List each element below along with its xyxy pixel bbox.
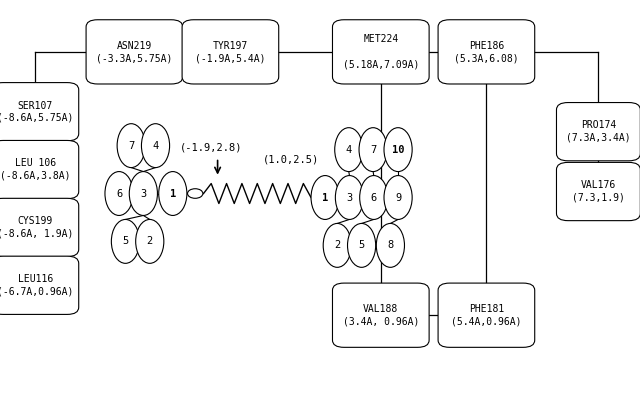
Ellipse shape bbox=[323, 223, 351, 267]
Ellipse shape bbox=[111, 219, 140, 263]
Text: 7: 7 bbox=[370, 144, 376, 155]
Ellipse shape bbox=[376, 223, 404, 267]
FancyBboxPatch shape bbox=[557, 103, 640, 161]
FancyBboxPatch shape bbox=[0, 83, 79, 141]
Ellipse shape bbox=[384, 176, 412, 219]
Text: CYS199
(-8.6A, 1.9A): CYS199 (-8.6A, 1.9A) bbox=[0, 216, 74, 239]
FancyBboxPatch shape bbox=[333, 20, 429, 84]
Text: MET224

(5.18A,7.09A): MET224 (5.18A,7.09A) bbox=[342, 34, 419, 69]
Text: (1.0,2.5): (1.0,2.5) bbox=[263, 154, 319, 165]
Ellipse shape bbox=[136, 219, 164, 263]
FancyBboxPatch shape bbox=[557, 162, 640, 221]
Text: 3: 3 bbox=[346, 192, 353, 203]
Text: 1: 1 bbox=[322, 192, 328, 203]
Text: 9: 9 bbox=[395, 192, 401, 203]
Ellipse shape bbox=[105, 172, 133, 215]
Text: 6: 6 bbox=[371, 192, 377, 203]
Text: 5: 5 bbox=[358, 240, 365, 251]
Ellipse shape bbox=[311, 176, 339, 219]
FancyBboxPatch shape bbox=[438, 283, 535, 347]
Ellipse shape bbox=[360, 176, 388, 219]
FancyBboxPatch shape bbox=[0, 198, 79, 257]
Text: TYR197
(-1.9A,5.4A): TYR197 (-1.9A,5.4A) bbox=[195, 41, 266, 63]
FancyBboxPatch shape bbox=[0, 256, 79, 314]
Text: VAL188
(3.4A, 0.96A): VAL188 (3.4A, 0.96A) bbox=[342, 304, 419, 326]
Text: PHE186
(5.3A,6.08): PHE186 (5.3A,6.08) bbox=[454, 41, 518, 63]
Text: 6: 6 bbox=[116, 188, 122, 199]
Ellipse shape bbox=[384, 128, 412, 172]
Text: 8: 8 bbox=[387, 240, 394, 251]
Text: SER107
(-8.6A,5.75A): SER107 (-8.6A,5.75A) bbox=[0, 101, 74, 123]
FancyBboxPatch shape bbox=[0, 140, 79, 199]
Text: 2: 2 bbox=[334, 240, 340, 251]
FancyBboxPatch shape bbox=[182, 20, 279, 84]
Text: 7: 7 bbox=[128, 140, 134, 151]
Text: LEU116
(-6.7A,0.96A): LEU116 (-6.7A,0.96A) bbox=[0, 274, 74, 296]
Text: 10: 10 bbox=[392, 144, 404, 155]
Ellipse shape bbox=[348, 223, 376, 267]
Text: LEU 106
(-8.6A,3.8A): LEU 106 (-8.6A,3.8A) bbox=[0, 158, 70, 181]
Text: VAL176
(7.3,1.9): VAL176 (7.3,1.9) bbox=[572, 180, 625, 203]
Text: PHE181
(5.4A,0.96A): PHE181 (5.4A,0.96A) bbox=[451, 304, 522, 326]
Text: 2: 2 bbox=[147, 236, 153, 247]
Text: 3: 3 bbox=[140, 188, 147, 199]
FancyBboxPatch shape bbox=[438, 20, 535, 84]
Ellipse shape bbox=[335, 176, 364, 219]
Ellipse shape bbox=[129, 172, 157, 215]
Text: (-1.9,2.8): (-1.9,2.8) bbox=[180, 142, 243, 153]
FancyBboxPatch shape bbox=[86, 20, 183, 84]
Text: 5: 5 bbox=[122, 236, 129, 247]
Ellipse shape bbox=[117, 124, 145, 168]
Text: ASN219
(-3.3A,5.75A): ASN219 (-3.3A,5.75A) bbox=[96, 41, 173, 63]
Ellipse shape bbox=[359, 128, 387, 172]
Text: 4: 4 bbox=[346, 144, 352, 155]
Text: 1: 1 bbox=[170, 188, 176, 199]
Text: 4: 4 bbox=[152, 140, 159, 151]
Ellipse shape bbox=[159, 172, 187, 215]
Ellipse shape bbox=[335, 128, 363, 172]
Circle shape bbox=[188, 189, 203, 198]
Ellipse shape bbox=[141, 124, 170, 168]
Text: PRO174
(7.3A,3.4A): PRO174 (7.3A,3.4A) bbox=[566, 120, 630, 143]
FancyBboxPatch shape bbox=[333, 283, 429, 347]
